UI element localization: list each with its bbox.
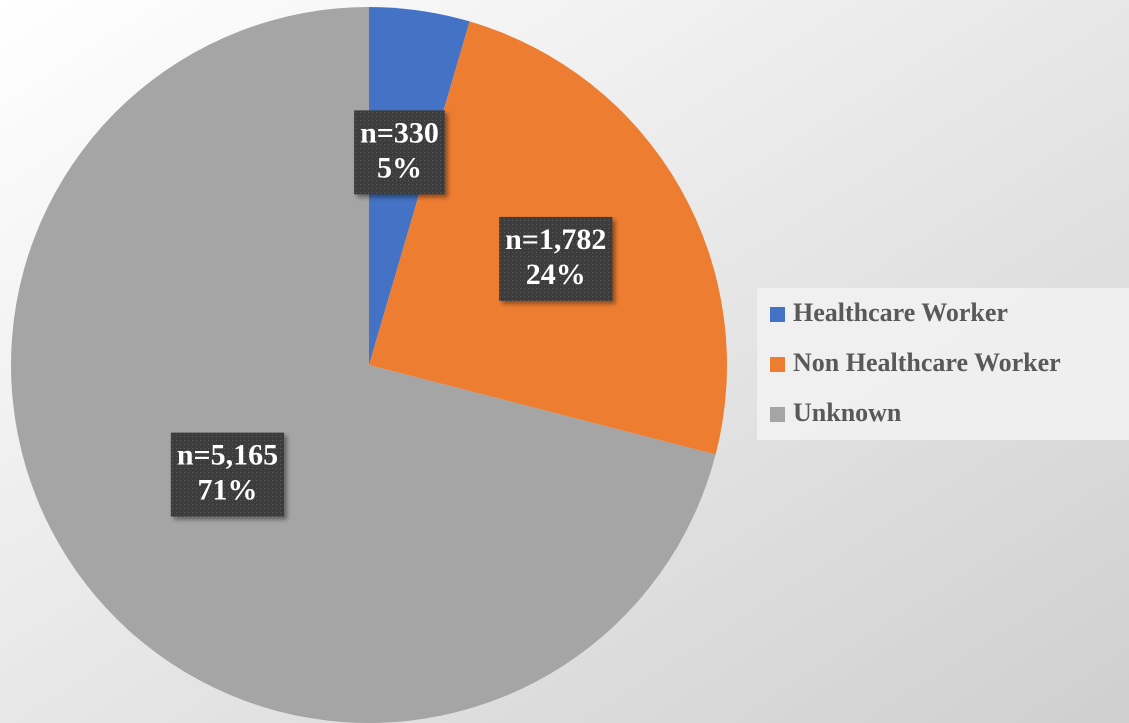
- data-label-box: [499, 216, 613, 301]
- legend-swatch: [770, 407, 785, 422]
- data-label-percent: 5%: [377, 151, 422, 184]
- data-label-percent: 24%: [526, 258, 586, 291]
- legend-label: Non Healthcare Worker: [793, 348, 1061, 377]
- legend-label: Healthcare Worker: [793, 298, 1008, 327]
- data-label-percent: 71%: [197, 473, 257, 506]
- data-label-count: n=5,165: [177, 438, 278, 471]
- data-label-count: n=330: [360, 116, 439, 149]
- legend-swatch: [770, 357, 785, 372]
- pie-slice: [11, 7, 716, 723]
- data-label-box: [170, 432, 285, 517]
- data-label-box: [354, 110, 445, 195]
- legend-label: Unknown: [793, 398, 902, 427]
- legend-box: [757, 288, 1129, 440]
- legend-swatch: [770, 307, 785, 322]
- data-label-count: n=1,782: [505, 223, 606, 256]
